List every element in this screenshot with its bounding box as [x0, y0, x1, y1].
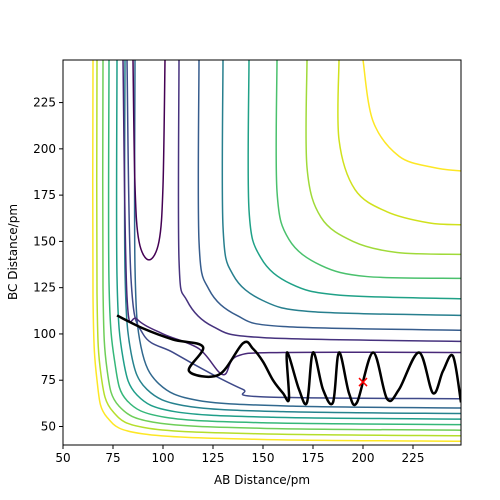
contour-line [101, 60, 461, 431]
x-tick-label: 100 [152, 451, 175, 465]
contour-line [337, 60, 461, 226]
contour-line [122, 60, 461, 376]
trajectory [116, 314, 461, 407]
marker [358, 377, 368, 387]
y-tick-label: 200 [33, 142, 56, 156]
y-tick-label: 225 [33, 96, 56, 110]
y-tick-label: 50 [41, 419, 56, 433]
x-tick-label: 175 [302, 451, 325, 465]
contour-line [95, 60, 461, 437]
x-tick-label: 50 [55, 451, 70, 465]
contour-line [107, 60, 461, 426]
x-axis-label: AB Distance/pm [214, 473, 310, 487]
contour-line [115, 60, 461, 420]
y-tick-label: 175 [33, 188, 56, 202]
contour-line [275, 60, 461, 280]
contour-line [197, 60, 461, 331]
y-tick-label: 150 [33, 234, 56, 248]
x-tick-label: 75 [105, 451, 120, 465]
contour-line [133, 60, 461, 409]
y-axis-label: BC Distance/pm [6, 204, 20, 300]
contour-line [177, 60, 461, 343]
x-tick-label: 125 [202, 451, 225, 465]
contour-line [362, 60, 461, 172]
contour-line [221, 60, 461, 317]
plot-frame [62, 59, 462, 446]
x-tick-label: 150 [252, 451, 275, 465]
contour-line [123, 60, 461, 415]
contour-line [247, 60, 461, 300]
contour-line [132, 60, 166, 261]
x-tick-label: 225 [402, 451, 425, 465]
x-tick-label: 200 [352, 451, 375, 465]
y-tick-label: 75 [41, 373, 56, 387]
contour-line [305, 60, 461, 256]
y-tick-label: 125 [33, 281, 56, 295]
y-tick-label: 100 [33, 327, 56, 341]
contour-line [91, 60, 461, 443]
contour-line [126, 60, 461, 400]
